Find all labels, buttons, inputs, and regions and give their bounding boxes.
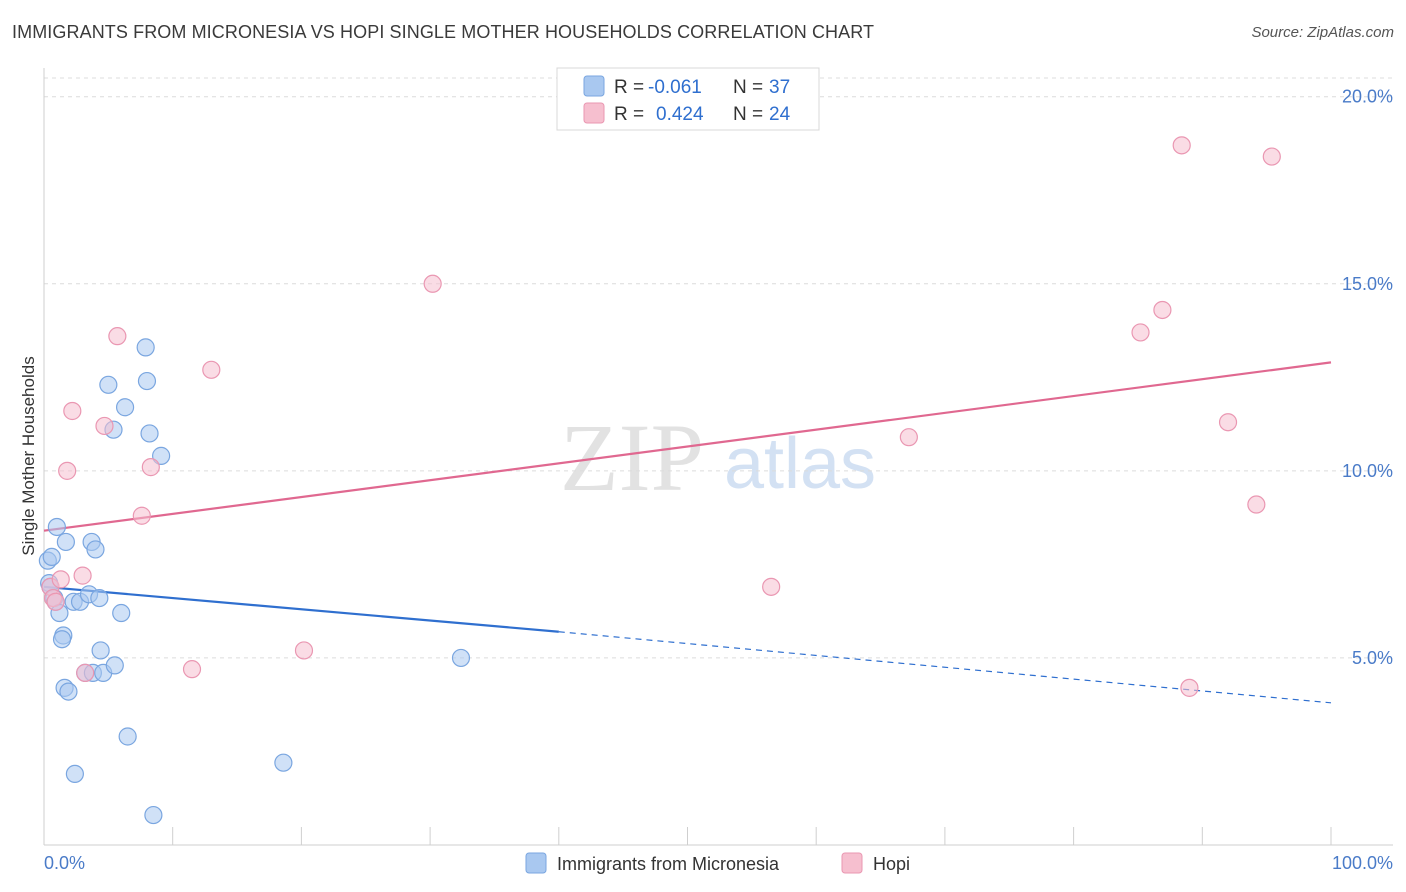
point-micronesia <box>56 532 75 552</box>
point-micronesia <box>99 375 118 394</box>
series-swatch-hopi <box>841 852 863 874</box>
x-tick-label: 0.0% <box>44 853 85 873</box>
y-tick-label: 10.0% <box>1342 461 1393 481</box>
y-axis-label: Single Mother Households <box>19 356 38 555</box>
point-micronesia <box>91 641 110 660</box>
chart-title: IMMIGRANTS FROM MICRONESIA VS HOPI SINGL… <box>12 22 875 42</box>
point-hopi <box>76 663 95 682</box>
legend-n-value-2: 24 <box>769 104 791 125</box>
legend-r-label-2: R = <box>614 104 644 125</box>
point-hopi <box>58 461 77 480</box>
point-micronesia <box>59 682 78 701</box>
source-label: Source: ZipAtlas.com <box>1251 24 1394 41</box>
gridlines <box>44 77 1393 659</box>
point-micronesia <box>140 424 159 443</box>
legend-n-label-1: N = <box>733 77 763 98</box>
point-micronesia <box>112 603 131 623</box>
y-tick-label: 5.0% <box>1352 648 1393 668</box>
point-hopi <box>1262 147 1281 166</box>
point-micronesia <box>137 371 157 391</box>
point-hopi <box>1153 300 1172 320</box>
point-micronesia <box>105 656 124 675</box>
point-micronesia <box>115 398 135 417</box>
point-hopi <box>1180 678 1199 697</box>
point-micronesia <box>136 338 155 357</box>
watermark-atlas: atlas <box>724 424 876 504</box>
point-micronesia <box>118 727 137 746</box>
legend-swatch-micronesia <box>583 75 605 97</box>
watermark-zip: ZIP <box>560 404 704 511</box>
legend-r-value-1: -0.061 <box>648 77 702 98</box>
data-points <box>38 136 1281 825</box>
point-hopi <box>1218 413 1238 432</box>
trend-line-hopi <box>43 361 1332 532</box>
point-hopi <box>95 416 114 436</box>
legend-n-value-1: 37 <box>769 77 790 98</box>
y-tick-label: 15.0% <box>1342 274 1393 294</box>
series-swatch-micronesia <box>525 852 547 874</box>
legend-r-value-2: 0.424 <box>656 104 704 125</box>
y-tick-label: 20.0% <box>1342 87 1393 107</box>
series-label-micronesia: Immigrants from Micronesia <box>557 854 780 874</box>
series-label-hopi: Hopi <box>873 854 910 874</box>
point-hopi <box>108 327 127 346</box>
point-hopi <box>51 570 70 589</box>
trend-line-micronesia <box>43 585 559 633</box>
point-micronesia <box>42 547 61 567</box>
point-hopi <box>1131 323 1150 342</box>
point-hopi <box>899 428 918 447</box>
legend-n-label-2: N = <box>733 104 763 125</box>
point-micronesia <box>52 630 72 649</box>
point-micronesia <box>274 753 293 772</box>
point-hopi <box>1172 136 1191 155</box>
point-hopi <box>202 360 221 379</box>
point-micronesia <box>451 648 471 668</box>
x-tick-label: 100.0% <box>1332 853 1393 873</box>
point-micronesia <box>152 446 171 465</box>
point-hopi <box>423 274 442 293</box>
point-micronesia <box>65 764 84 784</box>
legend-r-label-1: R = <box>614 77 644 98</box>
point-micronesia <box>144 805 163 825</box>
point-hopi <box>1247 495 1266 514</box>
point-micronesia <box>86 540 105 559</box>
trend-line-micronesia-extension <box>558 631 1332 704</box>
point-hopi <box>73 566 92 585</box>
x-tick-labels: 0.0% 100.0% <box>44 853 1393 873</box>
y-tick-labels: 5.0% 10.0% 15.0% 20.0% <box>1342 87 1393 668</box>
trend-lines <box>43 361 1332 704</box>
point-micronesia <box>90 588 109 608</box>
point-hopi <box>294 641 314 660</box>
correlation-legend: R = -0.061 N = 37 R = 0.424 N = 24 <box>556 67 820 131</box>
point-hopi <box>141 458 160 477</box>
legend-swatch-hopi <box>583 102 605 124</box>
point-micronesia <box>47 517 66 537</box>
point-hopi <box>132 506 151 525</box>
point-hopi <box>46 592 65 611</box>
series-legend: Immigrants from Micronesia Hopi <box>525 852 910 874</box>
axes <box>43 68 1393 846</box>
point-hopi <box>762 577 781 596</box>
point-hopi <box>182 660 202 679</box>
point-hopi <box>63 401 82 421</box>
